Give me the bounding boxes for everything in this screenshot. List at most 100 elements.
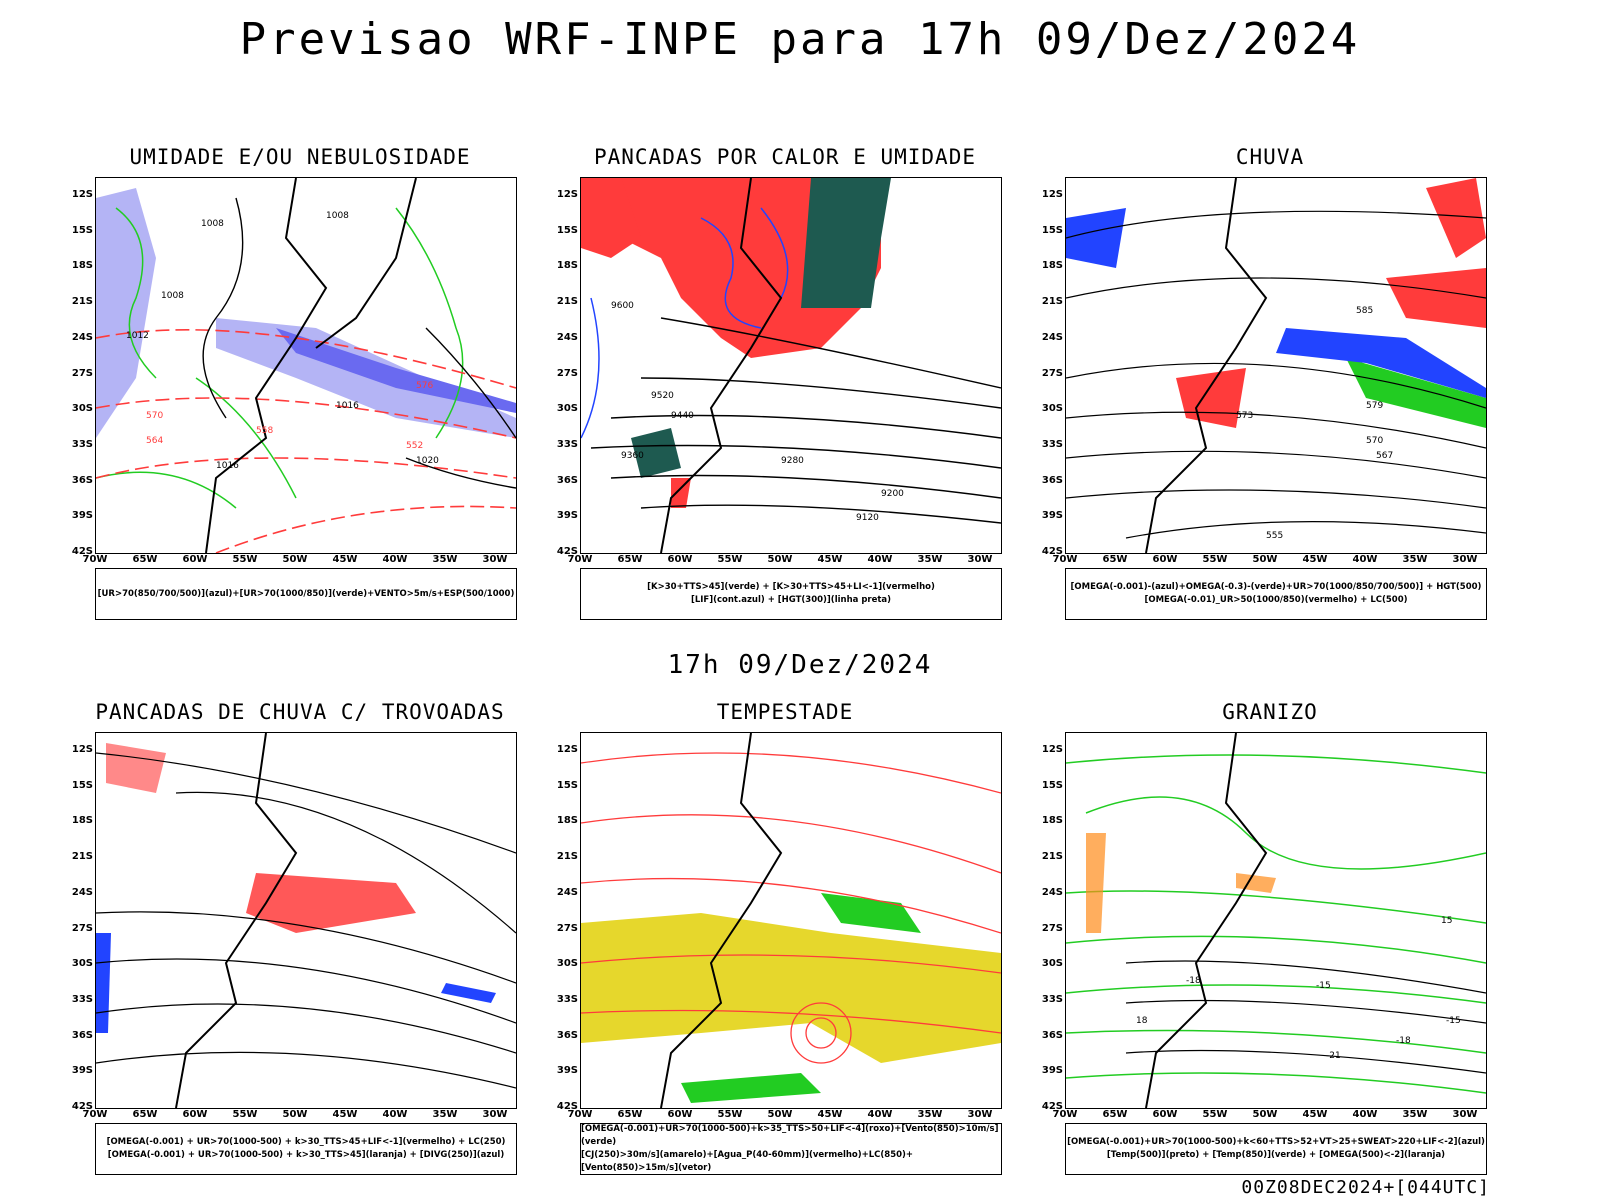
humidity-band-blue bbox=[216, 318, 516, 438]
lon-tick-label: 60W bbox=[667, 554, 693, 565]
pressure-label: 1008 bbox=[201, 219, 224, 229]
lon-tick-label: 55W bbox=[232, 554, 258, 565]
country-borders bbox=[660, 178, 783, 553]
thickness-label: 564 bbox=[146, 436, 163, 446]
lat-tick-label: 36S bbox=[556, 1029, 578, 1041]
lon-tick-label: 50W bbox=[1252, 554, 1278, 565]
lon-tick-label: 70W bbox=[82, 1109, 108, 1120]
lon-tick-label: 35W bbox=[917, 554, 943, 565]
temp-label: -18 bbox=[1186, 976, 1201, 986]
lat-tick-label: 21S bbox=[71, 296, 93, 308]
lat-tick-label: 33S bbox=[1041, 993, 1063, 1005]
pressure-label: 1016 bbox=[336, 401, 359, 411]
map-granizo: -15 -18 -18 -21 -15 18 15 bbox=[1065, 732, 1487, 1109]
lon-tick-label: 60W bbox=[182, 554, 208, 565]
lon-tick-label: 50W bbox=[767, 554, 793, 565]
height-label: 9600 bbox=[611, 301, 634, 311]
lat-tick-label: 24S bbox=[1041, 886, 1063, 898]
lat-tick-label: 12S bbox=[1041, 189, 1063, 200]
height-label: 9520 bbox=[651, 391, 674, 401]
lat-tick-label: 24S bbox=[71, 331, 93, 343]
lat-tick-label: 33S bbox=[71, 993, 93, 1005]
lat-tick-label: 24S bbox=[556, 886, 578, 898]
instability-teal-south bbox=[631, 428, 681, 478]
thunderstorm-red-area bbox=[246, 873, 416, 933]
thunderstorm-red-area bbox=[106, 743, 166, 793]
lat-tick-label: 18S bbox=[1041, 260, 1063, 272]
lon-tick-label: 35W bbox=[1402, 1109, 1428, 1120]
instability-red-west bbox=[581, 178, 641, 258]
legend-line: [OMEGA(-0.001) + UR>70(1000-500) + k>30_… bbox=[106, 1137, 506, 1147]
lat-tick-label: 12S bbox=[71, 744, 93, 755]
lon-tick-label: 35W bbox=[917, 1109, 943, 1120]
temp-label: -15 bbox=[1446, 1016, 1461, 1026]
lon-tick-label: 65W bbox=[1102, 1109, 1128, 1120]
temp-label: 18 bbox=[1136, 1016, 1148, 1026]
lon-tick-label: 60W bbox=[667, 1109, 693, 1120]
legend-line: [OMEGA(-0.01)_UR>50(1000/850)(vermelho) … bbox=[1144, 595, 1408, 605]
lon-tick-label: 70W bbox=[82, 554, 108, 565]
lon-tick-label: 55W bbox=[232, 1109, 258, 1120]
lat-tick-label: 24S bbox=[71, 886, 93, 898]
streamlines bbox=[96, 752, 516, 1089]
lon-tick-label: 50W bbox=[1252, 1109, 1278, 1120]
lon-tick-label: 45W bbox=[332, 1109, 358, 1120]
lat-tick-label: 27S bbox=[71, 367, 93, 379]
lat-tick-label: 33S bbox=[556, 438, 578, 450]
lon-tick-label: 30W bbox=[967, 1109, 993, 1120]
panel-legend: [OMEGA(-0.001)-(azul)+OMEGA(-0.3)-(verde… bbox=[1065, 568, 1487, 620]
streamlines-red bbox=[581, 752, 1001, 1064]
lat-tick-label: 30S bbox=[556, 958, 578, 970]
lat-tick-label: 39S bbox=[556, 1065, 578, 1077]
height-label: 579 bbox=[1366, 401, 1383, 411]
lat-tick-label: 15S bbox=[71, 224, 93, 236]
country-borders bbox=[660, 733, 783, 1108]
panel-title: CHUVA bbox=[1235, 145, 1305, 169]
wind-green-area bbox=[681, 1073, 821, 1103]
height-label: 585 bbox=[1356, 306, 1373, 316]
rain-red-area bbox=[1426, 178, 1486, 258]
legend-line: [UR>70(850/700/500)](azul)+[UR>70(1000/8… bbox=[97, 588, 515, 599]
map-trovoadas bbox=[95, 732, 517, 1109]
legend-line: [OMEGA(-0.001)+UR>70(1000-500)+k>35_TTS>… bbox=[581, 1124, 999, 1147]
pressure-label: 1020 bbox=[416, 456, 439, 466]
lon-tick-label: 70W bbox=[1052, 1109, 1078, 1120]
lon-tick-label: 40W bbox=[1352, 1109, 1378, 1120]
panel-legend: [OMEGA(-0.001)+UR>70(1000-500)+k>35_TTS>… bbox=[580, 1123, 1002, 1175]
map-umidade: 1008 1008 1008 1012 1016 1016 1020 576 5… bbox=[95, 177, 517, 554]
lat-tick-label: 42S bbox=[71, 546, 93, 557]
height-label: 9360 bbox=[621, 451, 644, 461]
lat-tick-label: 42S bbox=[556, 546, 578, 557]
divergence-blue-area bbox=[441, 983, 496, 1003]
lat-tick-label: 30S bbox=[71, 958, 93, 970]
lat-tick-label: 30S bbox=[71, 403, 93, 415]
pressure-label: 1008 bbox=[326, 211, 349, 221]
lat-tick-label: 21S bbox=[71, 851, 93, 863]
lon-tick-label: 35W bbox=[1402, 554, 1428, 565]
lat-tick-label: 12S bbox=[1041, 744, 1063, 755]
lat-tick-label: 12S bbox=[71, 189, 93, 200]
rain-blue-area bbox=[1066, 208, 1126, 268]
lat-tick-label: 33S bbox=[556, 993, 578, 1005]
lon-tick-label: 65W bbox=[1102, 554, 1128, 565]
rain-red-area bbox=[1386, 268, 1486, 328]
main-title: Previsao WRF-INPE para 17h 09/Dez/2024 bbox=[239, 14, 1361, 65]
panel-title: PANCADAS DE CHUVA C/ TROVOADAS bbox=[95, 700, 505, 724]
lat-tick-label: 33S bbox=[71, 438, 93, 450]
temp-label: -21 bbox=[1326, 1051, 1341, 1061]
rain-green-area bbox=[1346, 358, 1486, 428]
lat-tick-label: 30S bbox=[1041, 958, 1063, 970]
map-tempestade bbox=[580, 732, 1002, 1109]
lat-tick-label: 12S bbox=[556, 189, 578, 200]
lat-tick-label: 27S bbox=[1041, 922, 1063, 934]
lon-tick-label: 30W bbox=[1452, 1109, 1478, 1120]
panel-legend: [OMEGA(-0.001) + UR>70(1000-500) + k>30_… bbox=[95, 1123, 517, 1175]
lat-tick-label: 18S bbox=[71, 815, 93, 827]
country-borders bbox=[205, 178, 417, 553]
lon-tick-label: 55W bbox=[1202, 1109, 1228, 1120]
panel-tempestade: TEMPESTADE 12S 15S 18S 21S 24S 27S 30S 33S 36S 39… bbox=[550, 700, 1020, 1185]
lon-tick-label: 60W bbox=[1152, 554, 1178, 565]
height-label: 9280 bbox=[781, 456, 804, 466]
thickness-label: 552 bbox=[406, 441, 423, 451]
instability-red-south bbox=[671, 478, 691, 508]
